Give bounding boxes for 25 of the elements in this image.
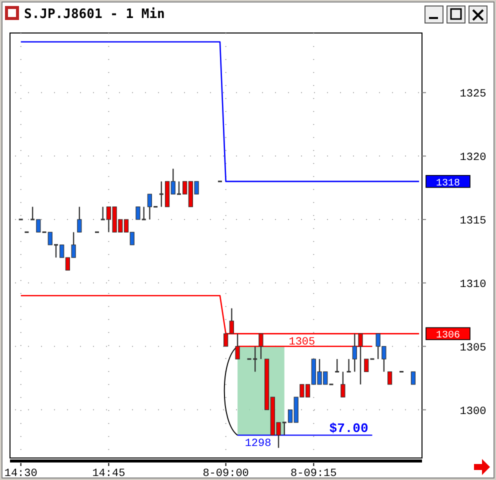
y-tick-label: 1315: [460, 215, 486, 228]
y-tick-label: 1320: [460, 152, 486, 164]
x-tick-label: 8-09:15: [290, 468, 337, 480]
candlestick: [346, 358, 352, 372]
y-tick-label: 1325: [460, 88, 486, 101]
ref-line-label: 1298: [244, 438, 272, 450]
candlestick: [235, 333, 240, 360]
candlestick: [252, 346, 258, 372]
data-label: 1306: [436, 330, 460, 342]
y-tick-label: 1305: [460, 342, 486, 354]
data-label: 1318: [436, 178, 460, 190]
chart-title: S.JP.J8601 - 1 Min: [24, 7, 165, 22]
annotation: $7.00: [329, 421, 368, 436]
ref-line-label: 1305: [288, 336, 316, 348]
candlestick: [77, 206, 82, 233]
candlestick: [258, 333, 264, 360]
y-tick-label: 1310: [460, 278, 486, 291]
x-tick-label: 14:45: [92, 468, 126, 480]
y-tick-label: 1300: [460, 406, 486, 418]
candlestick: [387, 371, 392, 386]
candlestick: [410, 371, 416, 386]
candlestick: [334, 358, 340, 372]
x-tick-label: 14:30: [4, 468, 38, 480]
x-tick-label: 8-09:00: [202, 468, 249, 480]
candlestick: [340, 371, 346, 398]
